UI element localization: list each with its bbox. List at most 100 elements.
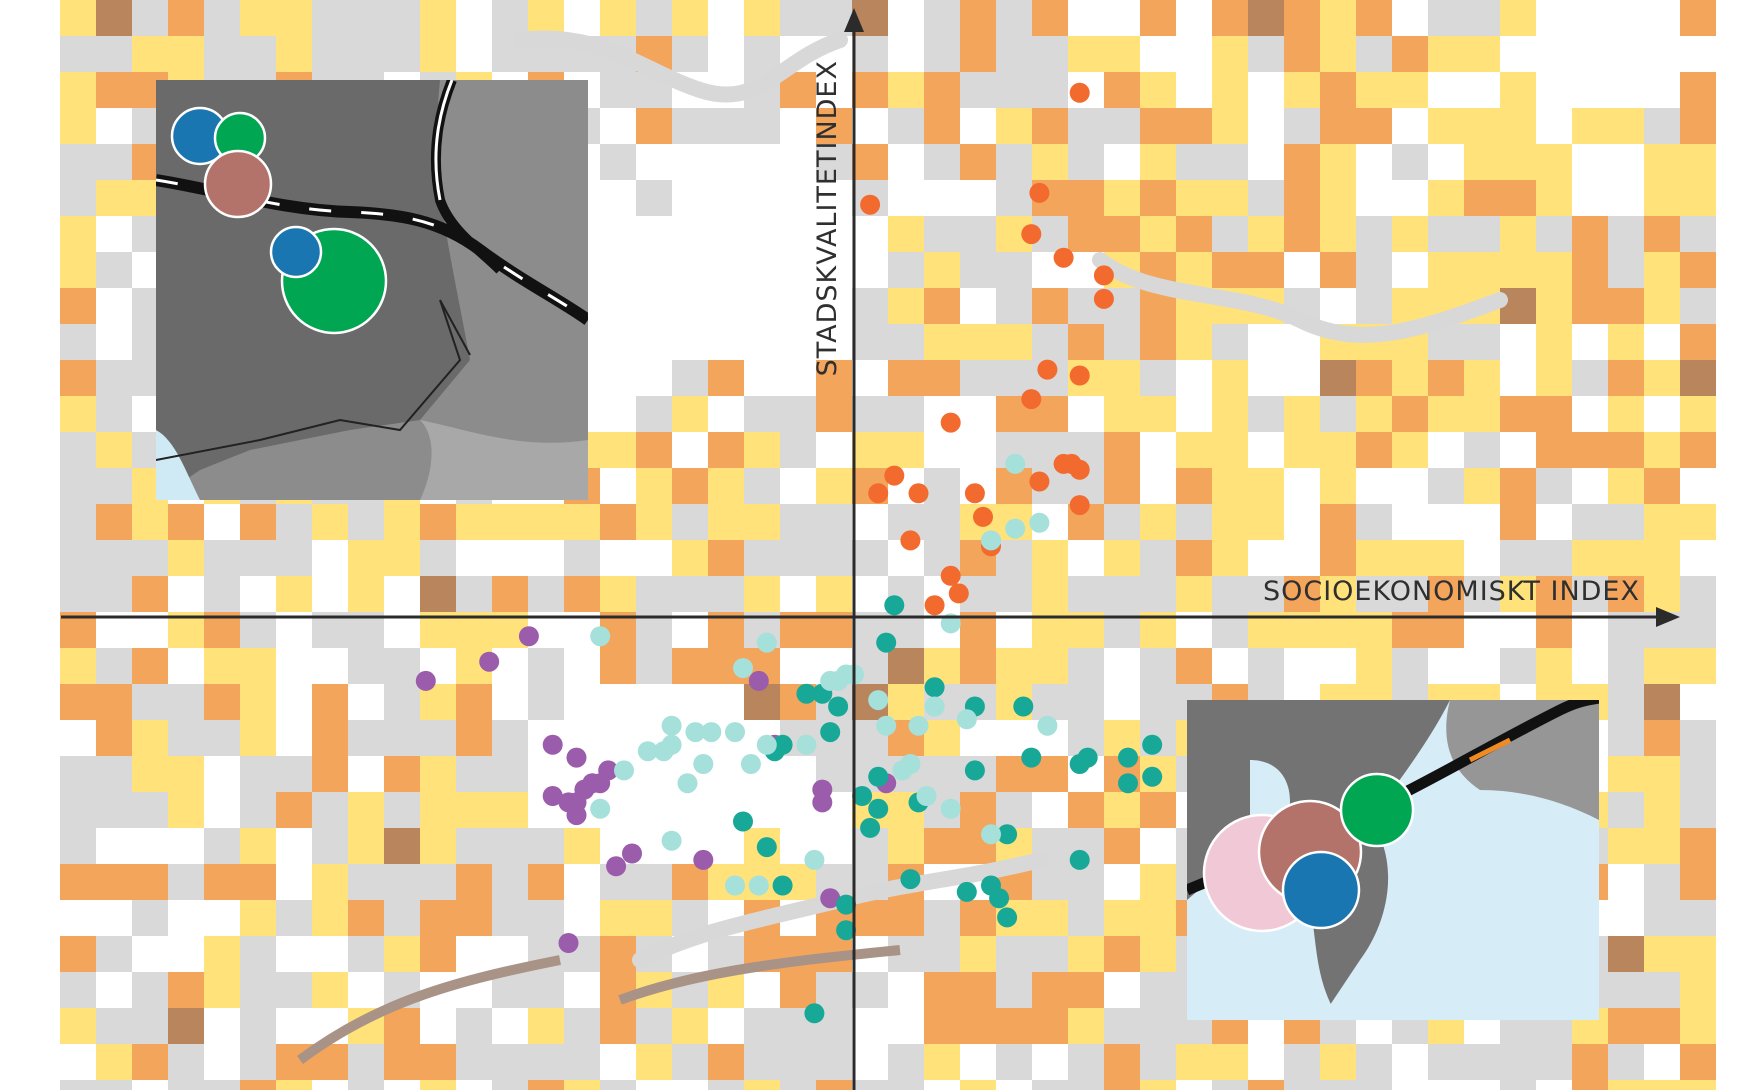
map-cell xyxy=(816,468,852,504)
data-point xyxy=(892,760,913,781)
map-cell xyxy=(60,180,96,216)
inset-map-bottom-right xyxy=(1187,700,1599,1020)
map-cell xyxy=(1572,576,1608,612)
map-cell xyxy=(168,972,204,1008)
map-cell xyxy=(60,216,96,252)
map-cell xyxy=(528,828,564,864)
map-cell xyxy=(816,396,852,432)
map-cell xyxy=(1248,252,1284,288)
map-cell xyxy=(456,792,492,828)
map-cell xyxy=(1680,108,1716,144)
map-cell xyxy=(1644,288,1680,324)
map-cell xyxy=(1428,180,1464,216)
map-cell xyxy=(996,108,1032,144)
map-cell xyxy=(528,900,564,936)
data-point xyxy=(868,690,889,711)
map-cell xyxy=(960,1008,996,1044)
map-cell xyxy=(1320,216,1356,252)
map-cell xyxy=(960,144,996,180)
map-cell xyxy=(276,504,312,540)
map-cell xyxy=(1392,216,1428,252)
map-cell xyxy=(1212,108,1248,144)
y-axis-arrow xyxy=(844,8,864,32)
data-point xyxy=(661,715,682,736)
data-point xyxy=(804,849,825,870)
data-point xyxy=(940,798,961,819)
map-cell xyxy=(1680,216,1716,252)
map-cell xyxy=(1680,0,1716,36)
map-cell xyxy=(1608,720,1644,756)
map-cell xyxy=(1680,1044,1716,1080)
map-cell xyxy=(60,828,96,864)
data-point xyxy=(956,881,977,902)
map-cell xyxy=(1104,108,1140,144)
map-cell xyxy=(816,504,852,540)
map-cell xyxy=(528,972,564,1008)
data-point xyxy=(804,1003,825,1024)
data-point xyxy=(1005,518,1026,539)
data-point xyxy=(924,677,945,698)
map-cell xyxy=(240,0,276,36)
map-cell xyxy=(1176,540,1212,576)
map-cell xyxy=(96,144,132,180)
map-cell xyxy=(1032,972,1068,1008)
map-cell xyxy=(1068,36,1104,72)
map-cell xyxy=(1428,540,1464,576)
map-cell xyxy=(1356,72,1392,108)
map-cell xyxy=(1320,504,1356,540)
map-cell xyxy=(1500,504,1536,540)
map-cell xyxy=(1212,0,1248,36)
map-cell xyxy=(780,0,816,36)
map-cell xyxy=(1608,792,1644,828)
map-cell xyxy=(1356,1044,1392,1080)
map-cell xyxy=(924,1008,960,1044)
map-cell xyxy=(1104,396,1140,432)
map-cell xyxy=(420,756,456,792)
map-cell xyxy=(1500,144,1536,180)
map-cell xyxy=(564,1080,600,1090)
map-cell xyxy=(60,288,96,324)
map-cell xyxy=(132,1044,168,1080)
map-cell xyxy=(240,900,276,936)
map-cell xyxy=(168,792,204,828)
map-cell xyxy=(348,792,384,828)
scatter-points xyxy=(415,82,1163,1024)
map-cell xyxy=(1536,216,1572,252)
map-cell xyxy=(456,684,492,720)
map-cell xyxy=(132,900,168,936)
map-cell xyxy=(96,180,132,216)
data-point xyxy=(661,830,682,851)
map-cell xyxy=(600,72,636,108)
data-point xyxy=(748,875,769,896)
map-cell xyxy=(276,0,312,36)
map-cell xyxy=(1680,1080,1716,1090)
map-cell xyxy=(780,432,816,468)
map-cell xyxy=(960,324,996,360)
map-cell xyxy=(1392,432,1428,468)
map-cell xyxy=(1104,216,1140,252)
map-cell xyxy=(1608,216,1644,252)
map-cell xyxy=(1644,792,1680,828)
map-cell xyxy=(1320,396,1356,432)
map-cell xyxy=(1644,540,1680,576)
map-cell xyxy=(276,36,312,72)
map-cell xyxy=(1140,864,1176,900)
map-cell xyxy=(1644,108,1680,144)
map-cell xyxy=(1500,180,1536,216)
map-cell xyxy=(1140,180,1176,216)
map-cell xyxy=(924,360,960,396)
map-cell xyxy=(1320,0,1356,36)
map-cell xyxy=(1356,252,1392,288)
map-cell xyxy=(1176,180,1212,216)
map-cell xyxy=(1500,252,1536,288)
map-cell xyxy=(1284,1044,1320,1080)
map-cell xyxy=(672,648,708,684)
map-cell xyxy=(1680,612,1716,648)
map-cell xyxy=(744,540,780,576)
series-group_a xyxy=(860,82,1114,616)
data-point xyxy=(860,817,881,838)
map-cell xyxy=(348,576,384,612)
data-point xyxy=(725,875,745,896)
map-cell xyxy=(996,540,1032,576)
map-cell xyxy=(960,36,996,72)
